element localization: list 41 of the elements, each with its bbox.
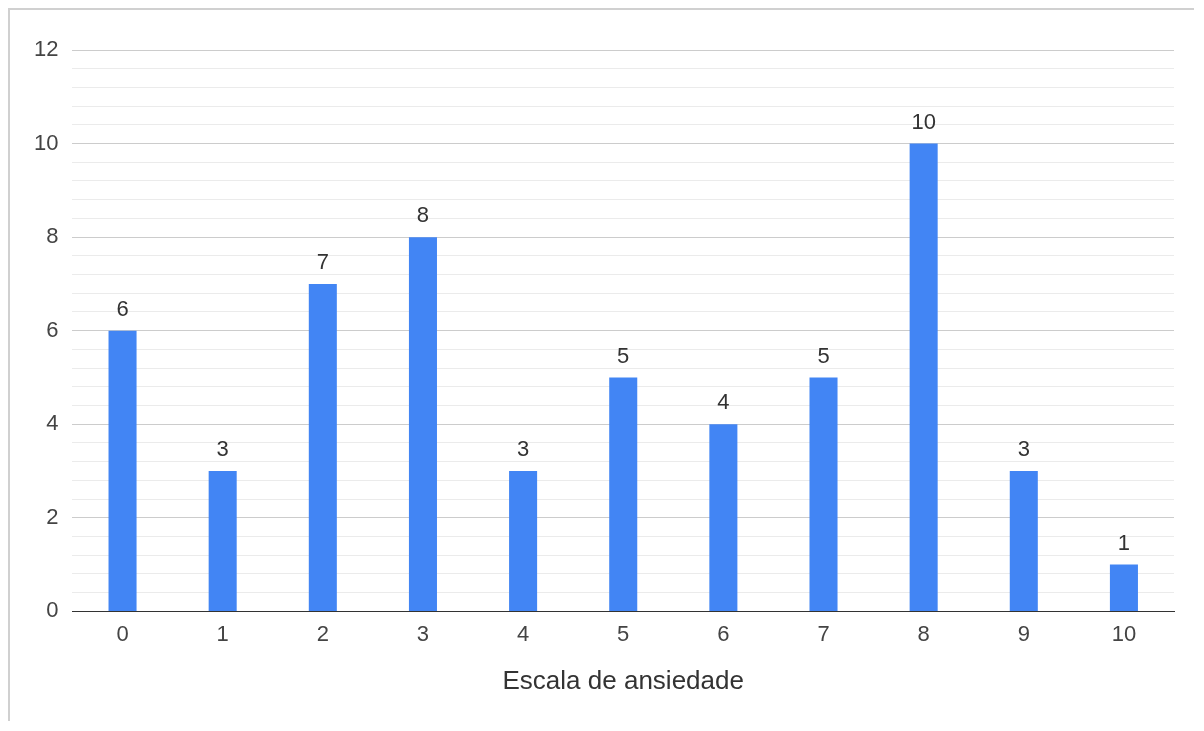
data-label: 4 [717, 389, 730, 415]
bar [909, 143, 938, 611]
x-tick-label: 6 [717, 620, 730, 646]
x-tick-label: 0 [116, 620, 129, 646]
y-tick-label: 4 [46, 410, 59, 436]
data-label: 3 [216, 436, 229, 462]
data-label: 10 [911, 108, 936, 134]
data-label: 3 [1017, 436, 1030, 462]
bar [709, 424, 738, 611]
x-tick-label: 4 [516, 620, 530, 646]
data-label: 1 [1117, 529, 1131, 555]
data-label: 8 [416, 202, 430, 228]
y-tick-label: 10 [33, 129, 59, 155]
bar [509, 471, 538, 611]
x-tick-label: 7 [817, 620, 830, 646]
x-tick-label: 3 [416, 620, 430, 646]
bar [408, 237, 437, 611]
y-tick-label: 0 [46, 597, 59, 623]
x-tick-label: 9 [1017, 620, 1030, 646]
y-tick-label: 2 [46, 503, 59, 529]
x-axis-title: Escala de ansiedade [502, 664, 744, 695]
bar [108, 330, 137, 611]
x-tick-label: 1 [216, 620, 229, 646]
y-tick-label: 12 [33, 36, 59, 62]
y-tick-label: 6 [46, 316, 59, 342]
x-tick-label: 8 [917, 620, 930, 646]
bar [1109, 564, 1138, 611]
bar [1009, 471, 1038, 611]
bar [809, 377, 838, 611]
x-tick-label: 2 [316, 620, 329, 646]
bar [308, 283, 337, 611]
data-label: 3 [516, 436, 530, 462]
bar [208, 471, 237, 611]
data-label: 6 [116, 295, 129, 321]
bar [609, 377, 638, 611]
x-tick-label: 5 [617, 620, 630, 646]
data-label: 5 [617, 342, 630, 368]
data-label: 5 [817, 342, 830, 368]
y-tick-label: 8 [46, 223, 59, 249]
data-label: 7 [316, 248, 329, 274]
x-tick-label: 10 [1111, 620, 1137, 646]
